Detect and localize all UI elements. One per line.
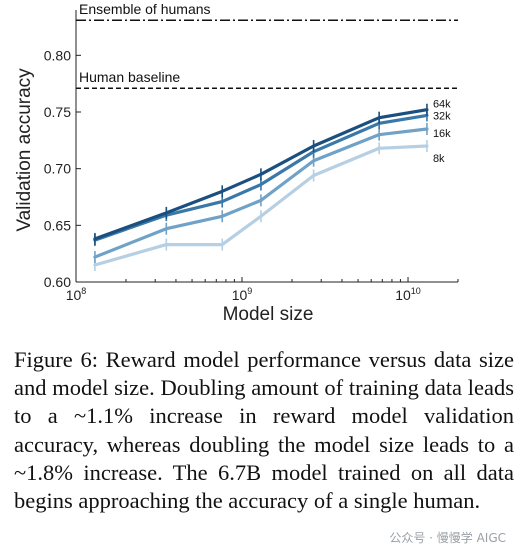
figure-caption: Figure 6: Reward model performance versu… bbox=[14, 347, 514, 514]
x-tick-base: 10 bbox=[66, 287, 82, 303]
x-tick-exponent: 9 bbox=[247, 286, 252, 296]
y-axis-title: Validation accuracy bbox=[14, 68, 35, 232]
reference-line-label: Ensemble of humans bbox=[79, 1, 211, 17]
series-label: 32k bbox=[433, 110, 451, 122]
series-label: 16k bbox=[433, 128, 451, 140]
x-tick-base: 10 bbox=[232, 287, 248, 303]
y-tick-label: 0.60 bbox=[44, 274, 71, 290]
x-axis: 108 109 1010 bbox=[66, 277, 459, 303]
y-tick-label: 0.65 bbox=[44, 217, 71, 233]
reference-line-label: Human baseline bbox=[79, 69, 180, 85]
x-tick-base: 10 bbox=[395, 287, 411, 303]
y-tick-label: 0.75 bbox=[44, 104, 71, 120]
series-label: 8k bbox=[433, 153, 445, 165]
x-tick-exponent: 8 bbox=[81, 286, 86, 296]
x-tick-label: 1010 bbox=[395, 286, 421, 303]
x-tick-label: 109 bbox=[232, 286, 253, 303]
x-tick-label: 108 bbox=[66, 286, 87, 303]
series-label: 64k bbox=[433, 99, 451, 111]
reference-lines: Ensemble of humans Human baseline bbox=[76, 1, 458, 89]
watermark: 公众号 · 慢慢学 AIGC bbox=[389, 531, 506, 545]
y-tick-label: 0.70 bbox=[44, 161, 71, 177]
y-axis: 0.60 0.65 0.70 0.75 0.80 bbox=[44, 47, 81, 290]
x-tick-exponent: 10 bbox=[411, 286, 421, 296]
y-tick-label: 0.80 bbox=[44, 47, 71, 63]
x-axis-title: Model size bbox=[223, 304, 314, 325]
